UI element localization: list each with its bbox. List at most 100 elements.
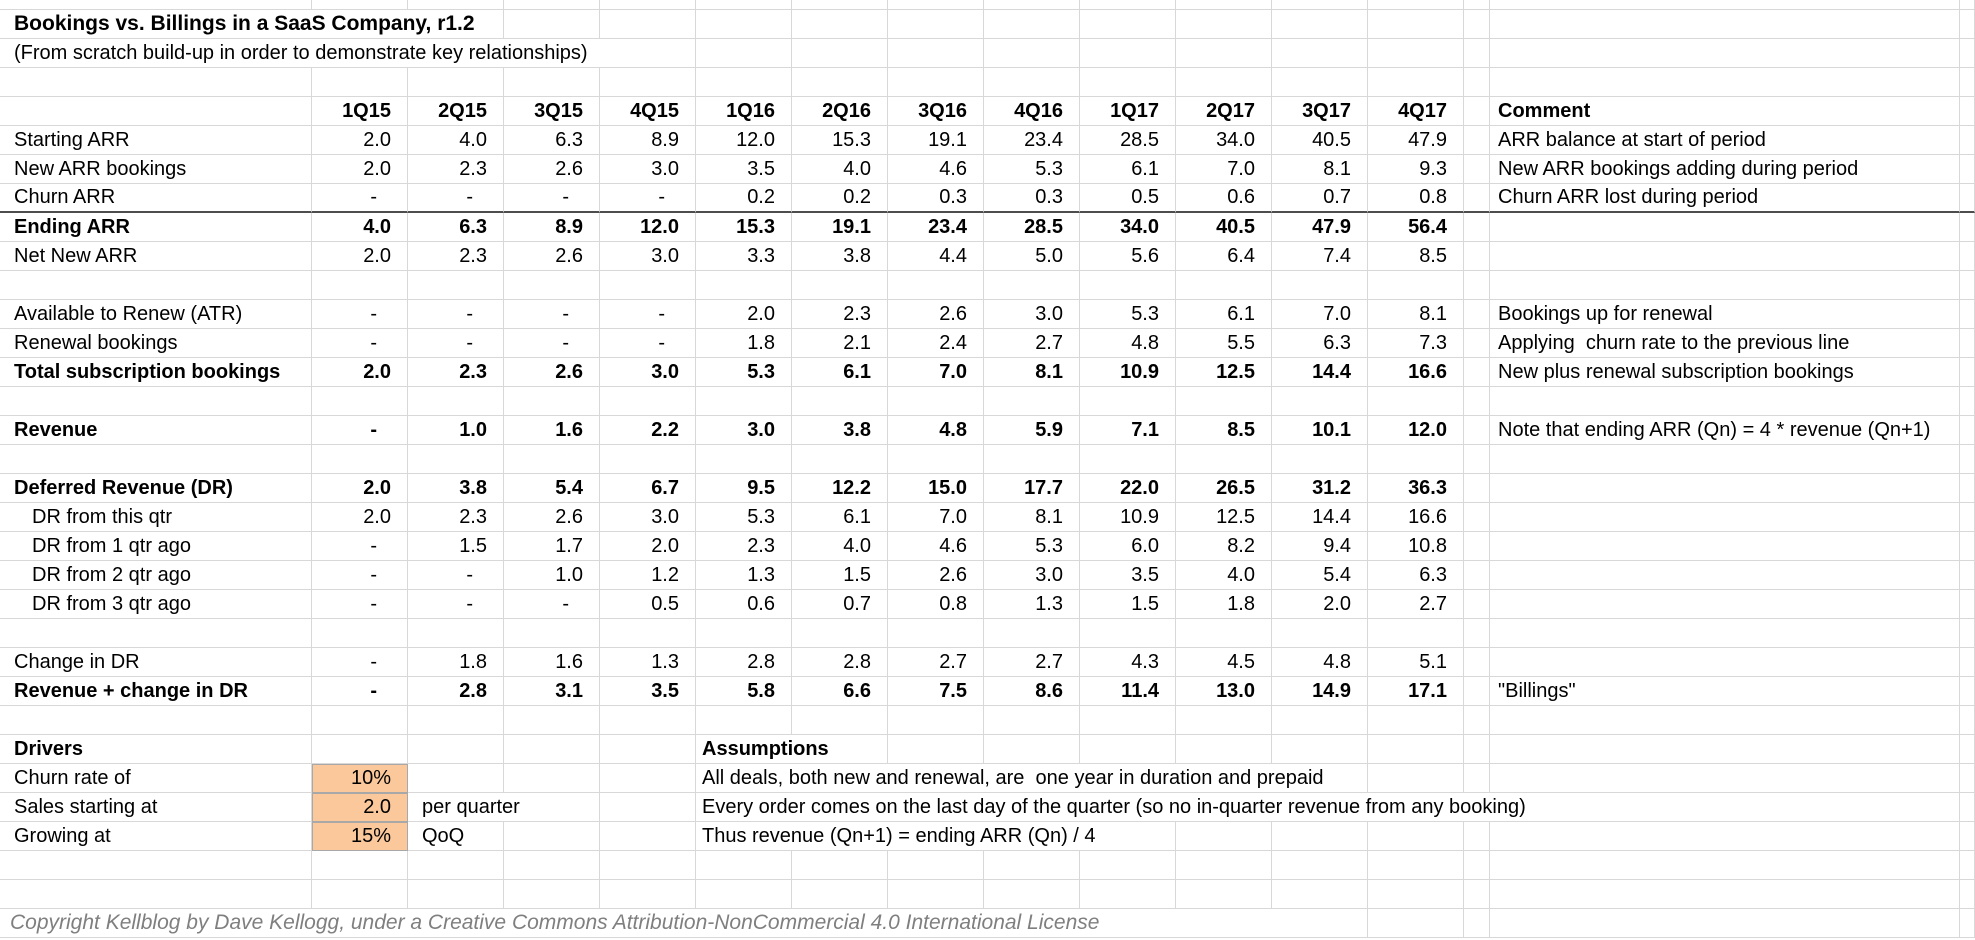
cell-dr-from-this-qtr-3q16[interactable]: 7.0 — [888, 503, 984, 532]
cell-ending-arr-2q16[interactable]: 19.1 — [792, 213, 888, 242]
cell-dr-from-2-qtr-ago-1q16[interactable]: 1.3 — [696, 561, 792, 590]
cell-net-new-arr-4q17[interactable]: 8.5 — [1368, 242, 1464, 271]
cell-total-subscription-bookings-4q16[interactable]: 8.1 — [984, 358, 1080, 387]
cell-starting-arr-2q16[interactable]: 15.3 — [792, 126, 888, 155]
cell-revenue-plus-change-in-dr-1q15[interactable]: - — [312, 677, 408, 706]
cell-revenue-4q16[interactable]: 5.9 — [984, 416, 1080, 445]
cell-dr-from-3-qtr-ago-2q17[interactable]: 1.8 — [1176, 590, 1272, 619]
cell-ending-arr-4q15[interactable]: 12.0 — [600, 213, 696, 242]
cell-dr-from-2-qtr-ago-3q17[interactable]: 5.4 — [1272, 561, 1368, 590]
cell-starting-arr-3q15[interactable]: 6.3 — [504, 126, 600, 155]
cell-starting-arr-3q16[interactable]: 19.1 — [888, 126, 984, 155]
driver-label-sales-starting[interactable]: Sales starting at — [0, 793, 312, 822]
cell-dr-from-1-qtr-ago-4q17[interactable]: 10.8 — [1368, 532, 1464, 561]
cell-dr-from-2-qtr-ago-1q15[interactable]: - — [312, 561, 408, 590]
cell-deferred-revenue-2q15[interactable]: 3.8 — [408, 474, 504, 503]
cell-net-new-arr-1q17[interactable]: 5.6 — [1080, 242, 1176, 271]
cell-change-in-dr-4q15[interactable]: 1.3 — [600, 648, 696, 677]
cell-available-to-renew-3q16[interactable]: 2.6 — [888, 300, 984, 329]
cell-starting-arr-4q15[interactable]: 8.9 — [600, 126, 696, 155]
cell-dr-from-this-qtr-1q15[interactable]: 2.0 — [312, 503, 408, 532]
cell-ending-arr-3q16[interactable]: 23.4 — [888, 213, 984, 242]
cell-renewal-bookings-1q17[interactable]: 4.8 — [1080, 329, 1176, 358]
cell-new-arr-bookings-1q16[interactable]: 3.5 — [696, 155, 792, 184]
cell-dr-from-3-qtr-ago-3q17[interactable]: 2.0 — [1272, 590, 1368, 619]
cell-deferred-revenue-1q17[interactable]: 22.0 — [1080, 474, 1176, 503]
cell-starting-arr-4q16[interactable]: 23.4 — [984, 126, 1080, 155]
cell-churn-arr-1q17[interactable]: 0.5 — [1080, 184, 1176, 213]
cell-dr-from-3-qtr-ago-1q17[interactable]: 1.5 — [1080, 590, 1176, 619]
cell-new-arr-bookings-1q15[interactable]: 2.0 — [312, 155, 408, 184]
cell-revenue-plus-change-in-dr-4q15[interactable]: 3.5 — [600, 677, 696, 706]
cell-dr-from-this-qtr-3q17[interactable]: 14.4 — [1272, 503, 1368, 532]
cell-deferred-revenue-4q16[interactable]: 17.7 — [984, 474, 1080, 503]
cell-available-to-renew-3q15[interactable]: - — [504, 300, 600, 329]
col-header-3q15[interactable]: 3Q15 — [504, 97, 600, 126]
cell-change-in-dr-1q15[interactable]: - — [312, 648, 408, 677]
cell-churn-arr-4q17[interactable]: 0.8 — [1368, 184, 1464, 213]
cell-deferred-revenue-3q15[interactable]: 5.4 — [504, 474, 600, 503]
cell-revenue-3q15[interactable]: 1.6 — [504, 416, 600, 445]
cell-renewal-bookings-2q16[interactable]: 2.1 — [792, 329, 888, 358]
cell-revenue-1q16[interactable]: 3.0 — [696, 416, 792, 445]
cell-revenue-plus-change-in-dr-1q17[interactable]: 11.4 — [1080, 677, 1176, 706]
row-label-change-in-dr[interactable]: Change in DR — [0, 648, 312, 677]
cell-new-arr-bookings-1q17[interactable]: 6.1 — [1080, 155, 1176, 184]
cell-available-to-renew-2q16[interactable]: 2.3 — [792, 300, 888, 329]
col-header-1q15[interactable]: 1Q15 — [312, 97, 408, 126]
cell-dr-from-1-qtr-ago-3q17[interactable]: 9.4 — [1272, 532, 1368, 561]
cell-new-arr-bookings-3q17[interactable]: 8.1 — [1272, 155, 1368, 184]
cell-total-subscription-bookings-3q15[interactable]: 2.6 — [504, 358, 600, 387]
cell-dr-from-1-qtr-ago-1q17[interactable]: 6.0 — [1080, 532, 1176, 561]
cell-dr-from-1-qtr-ago-2q16[interactable]: 4.0 — [792, 532, 888, 561]
cell-net-new-arr-2q17[interactable]: 6.4 — [1176, 242, 1272, 271]
cell-renewal-bookings-1q16[interactable]: 1.8 — [696, 329, 792, 358]
row-label-new-arr-bookings[interactable]: New ARR bookings — [0, 155, 312, 184]
cell-renewal-bookings-1q15[interactable]: - — [312, 329, 408, 358]
cell-dr-from-2-qtr-ago-2q15[interactable]: - — [408, 561, 504, 590]
row-label-dr-from-2-qtr-ago[interactable]: DR from 2 qtr ago — [0, 561, 312, 590]
row-label-churn-arr[interactable]: Churn ARR — [0, 184, 312, 213]
cell-net-new-arr-4q15[interactable]: 3.0 — [600, 242, 696, 271]
cell-starting-arr-2q17[interactable]: 34.0 — [1176, 126, 1272, 155]
cell-churn-arr-3q17[interactable]: 0.7 — [1272, 184, 1368, 213]
cell-dr-from-3-qtr-ago-3q15[interactable]: - — [504, 590, 600, 619]
cell-total-subscription-bookings-3q17[interactable]: 14.4 — [1272, 358, 1368, 387]
cell-revenue-3q17[interactable]: 10.1 — [1272, 416, 1368, 445]
col-header-2q16[interactable]: 2Q16 — [792, 97, 888, 126]
cell-ending-arr-1q16[interactable]: 15.3 — [696, 213, 792, 242]
cell-revenue-1q17[interactable]: 7.1 — [1080, 416, 1176, 445]
cell-dr-from-2-qtr-ago-3q16[interactable]: 2.6 — [888, 561, 984, 590]
cell-total-subscription-bookings-3q16[interactable]: 7.0 — [888, 358, 984, 387]
cell-deferred-revenue-3q16[interactable]: 15.0 — [888, 474, 984, 503]
row-label-starting-arr[interactable]: Starting ARR — [0, 126, 312, 155]
cell-revenue-plus-change-in-dr-3q16[interactable]: 7.5 — [888, 677, 984, 706]
comment-new-arr-bookings[interactable]: New ARR bookings adding during period — [1490, 155, 1960, 184]
cell-new-arr-bookings-2q17[interactable]: 7.0 — [1176, 155, 1272, 184]
col-header-1q16[interactable]: 1Q16 — [696, 97, 792, 126]
cell-new-arr-bookings-4q16[interactable]: 5.3 — [984, 155, 1080, 184]
cell-total-subscription-bookings-1q16[interactable]: 5.3 — [696, 358, 792, 387]
cell-starting-arr-1q15[interactable]: 2.0 — [312, 126, 408, 155]
cell-ending-arr-2q17[interactable]: 40.5 — [1176, 213, 1272, 242]
cell-dr-from-this-qtr-2q16[interactable]: 6.1 — [792, 503, 888, 532]
cell-dr-from-this-qtr-4q15[interactable]: 3.0 — [600, 503, 696, 532]
cell-deferred-revenue-4q17[interactable]: 36.3 — [1368, 474, 1464, 503]
cell-dr-from-1-qtr-ago-1q15[interactable]: - — [312, 532, 408, 561]
cell-revenue-4q17[interactable]: 12.0 — [1368, 416, 1464, 445]
cell-change-in-dr-3q16[interactable]: 2.7 — [888, 648, 984, 677]
cell-dr-from-1-qtr-ago-1q16[interactable]: 2.3 — [696, 532, 792, 561]
cell-dr-from-2-qtr-ago-4q15[interactable]: 1.2 — [600, 561, 696, 590]
cell-ending-arr-3q17[interactable]: 47.9 — [1272, 213, 1368, 242]
cell-dr-from-1-qtr-ago-2q15[interactable]: 1.5 — [408, 532, 504, 561]
assumption-item-1[interactable]: Every order comes on the last day of the… — [696, 793, 1960, 822]
cell-deferred-revenue-2q16[interactable]: 12.2 — [792, 474, 888, 503]
cell-churn-arr-3q16[interactable]: 0.3 — [888, 184, 984, 213]
comment-available-to-renew[interactable]: Bookings up for renewal — [1490, 300, 1960, 329]
cell-new-arr-bookings-2q15[interactable]: 2.3 — [408, 155, 504, 184]
row-label-revenue[interactable]: Revenue — [0, 416, 312, 445]
cell-dr-from-this-qtr-1q17[interactable]: 10.9 — [1080, 503, 1176, 532]
cell-net-new-arr-2q15[interactable]: 2.3 — [408, 242, 504, 271]
cell-churn-arr-4q15[interactable]: - — [600, 184, 696, 213]
row-label-net-new-arr[interactable]: Net New ARR — [0, 242, 312, 271]
